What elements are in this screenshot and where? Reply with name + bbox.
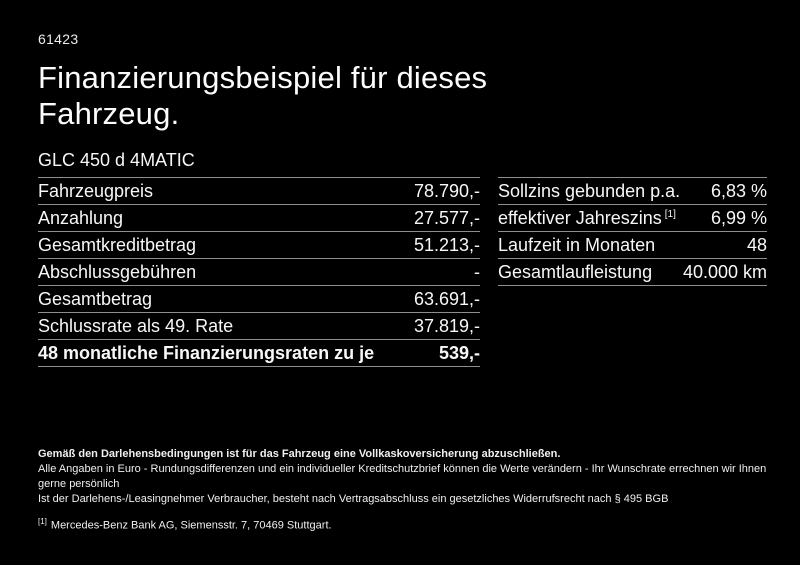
row-value: 6,99 % <box>710 207 767 228</box>
reference-number: 61423 <box>38 31 79 47</box>
row-label: Abschlussgebühren <box>38 261 197 282</box>
bank-footnote: [1] Mercedes-Benz Bank AG, Siemensstr. 7,… <box>38 514 770 534</box>
conditions-table: Sollzins gebunden p.a. 6,83 % effektiver… <box>498 177 767 286</box>
table-row-final-rate: Schlussrate als 49. Rate 37.819,- <box>38 313 480 340</box>
model-name: GLC 450 d 4MATIC <box>38 150 480 178</box>
footnote-marker: [1] <box>664 208 676 220</box>
row-value: 63.691,- <box>413 288 480 309</box>
row-label: effektiver Jahreszins [1] <box>498 208 676 229</box>
table-row-effective-interest: effektiver Jahreszins [1] 6,99 % <box>498 205 767 232</box>
row-value: - <box>474 261 480 282</box>
row-label: Fahrzeugpreis <box>38 180 154 201</box>
row-value: 40.000 km <box>682 261 767 282</box>
footnote-marker: [1] <box>38 517 47 526</box>
rounding-note: Alle Angaben in Euro - Rundungsdifferenz… <box>38 463 767 490</box>
table-row-down-payment: Anzahlung 27.577,- <box>38 205 480 232</box>
finance-example-page: 61423 Finanzierungsbeispiel für dieses Fa… <box>38 31 767 367</box>
row-label: Laufzeit in Monaten <box>498 234 656 255</box>
row-value: 48 <box>746 234 767 255</box>
page-title-line2: Fahrzeug. <box>38 96 180 131</box>
row-label: Schlussrate als 49. Rate <box>38 315 234 336</box>
finance-table: GLC 450 d 4MATIC Fahrzeugpreis 78.790,- … <box>38 150 480 367</box>
table-row-total-credit: Gesamtkreditbetrag 51.213,- <box>38 232 480 259</box>
row-label: Anzahlung <box>38 207 124 228</box>
page-title: Finanzierungsbeispiel für dieses Fahrzeug… <box>38 60 767 132</box>
row-label: Gesamtlaufleistung <box>498 261 653 282</box>
row-label: 48 monatliche Finanzierungsraten zu je <box>38 342 375 363</box>
row-value: 78.790,- <box>413 180 480 201</box>
tables-section: GLC 450 d 4MATIC Fahrzeugpreis 78.790,- … <box>38 150 767 367</box>
table-row-monthly-rate: 48 monatliche Finanzierungsraten zu je 5… <box>38 340 480 367</box>
page-title-line1: Finanzierungsbeispiel für dieses <box>38 60 488 95</box>
withdrawal-note: Ist der Darlehens-/Leasingnehmer Verbrau… <box>38 493 669 505</box>
row-value: 27.577,- <box>413 207 480 228</box>
footer-notes: Gemäß den Darlehensbedingungen ist für d… <box>38 447 770 534</box>
row-label: Gesamtkreditbetrag <box>38 234 197 255</box>
row-label: Gesamtbetrag <box>38 288 153 309</box>
table-row-nominal-interest: Sollzins gebunden p.a. 6,83 % <box>498 178 767 205</box>
row-value: 37.819,- <box>413 315 480 336</box>
row-value: 6,83 % <box>710 180 767 201</box>
table-row-vehicle-price: Fahrzeugpreis 78.790,- <box>38 178 480 205</box>
footnote-text: Mercedes-Benz Bank AG, Siemensstr. 7, 70… <box>50 519 332 532</box>
table-row-total-amount: Gesamtbetrag 63.691,- <box>38 286 480 313</box>
row-label: Sollzins gebunden p.a. <box>498 180 681 201</box>
insurance-note: Gemäß den Darlehensbedingungen ist für d… <box>38 448 561 460</box>
table-row-closing-fees: Abschlussgebühren - <box>38 259 480 286</box>
row-value: 51.213,- <box>413 234 480 255</box>
table-row-term-months: Laufzeit in Monaten 48 <box>498 232 767 259</box>
row-value: 539,- <box>438 342 480 363</box>
table-row-total-mileage: Gesamtlaufleistung 40.000 km <box>498 259 767 286</box>
row-label-text: effektiver Jahreszins <box>498 207 662 228</box>
